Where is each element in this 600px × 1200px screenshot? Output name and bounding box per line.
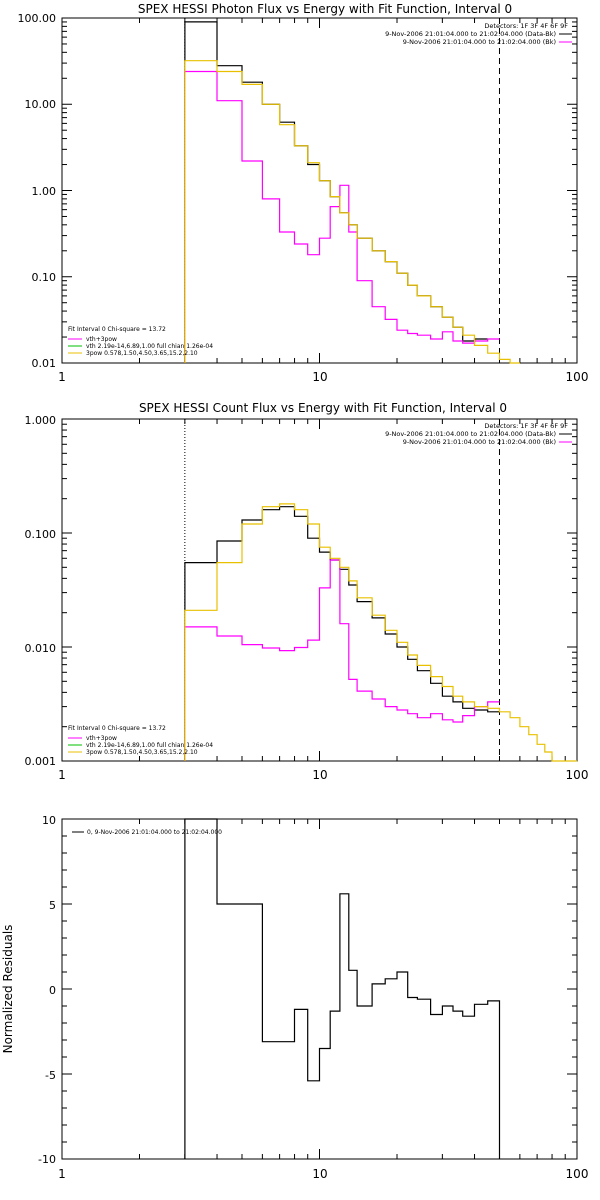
y-tick-label: 0.10 <box>32 271 57 284</box>
legend-text: Fit Interval 0 Chi-square = 13.72 <box>68 326 166 333</box>
legend-text: Fit Interval 0 Chi-square = 13.72 <box>68 725 166 732</box>
legend-text: 9-Nov-2006 21:01:04.000 to 21:02:04.000 … <box>403 38 556 46</box>
spectrum-series <box>184 818 501 1159</box>
axis-ticks <box>61 18 577 364</box>
legend-text: 3pow 0.578,1.50,4.50,3.65,15.2,2.10 <box>86 350 198 357</box>
legend-text: vth+3pow <box>86 735 117 742</box>
x-tick-labels: 1 10 100 <box>58 1167 588 1181</box>
x-tick-label: 10 <box>312 1167 327 1181</box>
legend-text: vth 2.19e-14,6.89,1.00 full chian 1.26e-… <box>86 343 213 350</box>
x-tick-label: 100 <box>566 1167 589 1181</box>
y-tick-label: 5 <box>49 899 56 912</box>
spectrum-series <box>184 70 500 363</box>
y-tick-label: 1.00 <box>32 185 57 198</box>
data-series <box>184 21 520 364</box>
count-flux-panel: SPEX HESSI Count Flux vs Energy with Fit… <box>25 401 589 782</box>
y-tick-label: 0.01 <box>32 357 57 370</box>
legend-bottom-left: Fit Interval 0 Chi-square = 13.72 vth+3p… <box>68 326 213 357</box>
legend-top-left: 0, 9-Nov-2006 21:01:04.000 to 21:02:04.0… <box>72 829 222 836</box>
y-tick-label: 10.00 <box>25 98 57 111</box>
x-tick-label: 1 <box>58 370 66 384</box>
x-tick-label: 1 <box>58 768 66 782</box>
legend-text: 3pow 0.578,1.50,4.50,3.65,15.2,2.10 <box>86 749 198 756</box>
legend-text: 0, 9-Nov-2006 21:01:04.000 to 21:02:04.0… <box>87 829 222 836</box>
residuals-panel: Normalized Residuals 10 5 0 -5 -10 1 10 … <box>1 814 588 1181</box>
legend-text: vth+3pow <box>86 336 117 343</box>
y-tick-labels: 1.000 0.100 0.010 0.001 <box>25 414 57 768</box>
spectrum-series <box>184 60 520 364</box>
spectrum-series <box>184 503 577 762</box>
legend-text: 9-Nov-2006 21:01:04.000 to 21:02:04.000 … <box>403 438 556 446</box>
data-series <box>184 503 577 762</box>
y-tick-label: 0 <box>49 984 56 997</box>
y-tick-label: 1.000 <box>25 414 57 427</box>
y-tick-label: 0.010 <box>25 642 57 655</box>
y-tick-label: 0.100 <box>25 528 57 541</box>
legend-text: 9-Nov-2006 21:01:04.000 to 21:02:04.000 … <box>385 30 556 38</box>
x-tick-label: 10 <box>312 768 327 782</box>
photon-flux-panel: SPEX HESSI Photon Flux vs Energy with Fi… <box>18 2 589 384</box>
legend-top-right: Detectors: 1F 3F 4F 6F 9F 9-Nov-2006 21:… <box>385 22 572 46</box>
y-tick-label: 10 <box>42 814 56 827</box>
panel-title: SPEX HESSI Photon Flux vs Energy with Fi… <box>138 2 512 16</box>
x-tick-labels: 1 10 100 <box>58 768 588 782</box>
spectrum-series <box>184 506 500 761</box>
y-tick-labels: 100.00 10.00 1.00 0.10 0.01 <box>18 12 57 370</box>
legend-bottom-left: Fit Interval 0 Chi-square = 13.72 vth+3p… <box>68 725 213 756</box>
y-tick-label: 100.00 <box>18 12 57 25</box>
x-tick-label: 100 <box>566 768 589 782</box>
legend-top-right: Detectors: 1F 3F 4F 6F 9F 9-Nov-2006 21:… <box>385 422 572 446</box>
legend-text: Detectors: 1F 3F 4F 6F 9F <box>484 422 568 430</box>
legend-text: vth 2.19e-14,6.89,1.00 full chian 1.26e-… <box>86 742 213 749</box>
legend-text: 9-Nov-2006 21:01:04.000 to 21:02:04.000 … <box>385 430 556 438</box>
y-tick-label: -10 <box>38 1153 56 1166</box>
spectrum-series <box>184 559 500 761</box>
x-tick-label: 1 <box>58 1167 66 1181</box>
fit-range-lines <box>184 419 500 761</box>
fit-range-lines <box>184 18 500 363</box>
axis-ticks <box>61 419 577 762</box>
legend-text: Detectors: 1F 3F 4F 6F 9F <box>484 22 568 30</box>
data-series <box>184 818 501 1159</box>
y-axis-label: Normalized Residuals <box>1 925 15 1054</box>
x-tick-label: 10 <box>312 370 327 384</box>
y-tick-labels: 10 5 0 -5 -10 <box>38 814 56 1166</box>
x-tick-labels: 1 10 100 <box>58 370 588 384</box>
x-tick-label: 100 <box>566 370 589 384</box>
y-tick-label: -5 <box>45 1069 56 1082</box>
panel-title: SPEX HESSI Count Flux vs Energy with Fit… <box>139 401 507 415</box>
y-tick-label: 0.001 <box>25 755 57 768</box>
